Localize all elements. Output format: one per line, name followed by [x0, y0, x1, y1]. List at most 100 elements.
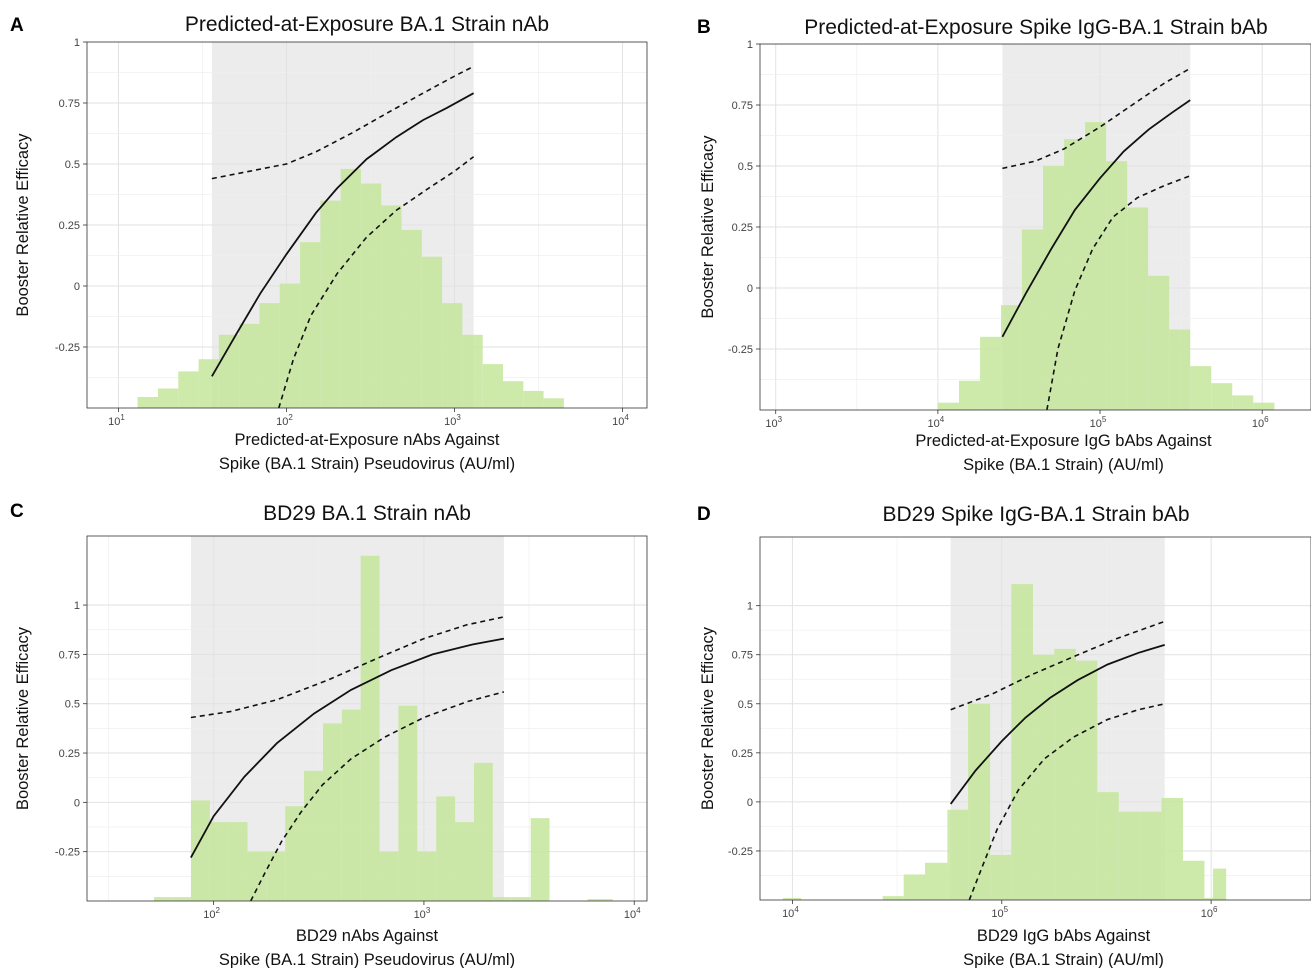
x-tick-label: 102: [203, 906, 220, 921]
histogram-bar: [937, 402, 960, 410]
plot-area: [87, 536, 647, 901]
histogram-bar: [209, 822, 229, 901]
y-tick-label: 0.5: [738, 699, 753, 711]
histogram-bar: [903, 874, 926, 900]
histogram-bar: [436, 796, 456, 901]
histogram-bar: [482, 364, 503, 408]
y-tick-label: 0.5: [65, 159, 80, 171]
y-tick-label: -0.25: [728, 846, 753, 858]
histogram-bar: [340, 168, 361, 408]
histogram-bar: [1106, 161, 1128, 410]
histogram-bar: [1097, 792, 1119, 900]
chart-panel-a: -0.25 0 0.25 0.5 0.75 1 101 102 103 104 A Predicted…: [10, 13, 648, 473]
x-axis-label: Spike (BA.1 Strain) Pseudovirus (AU/ml): [219, 951, 515, 968]
histogram-bar: [401, 229, 422, 408]
y-tick-label: 0.75: [732, 650, 753, 662]
histogram-bar: [523, 390, 544, 408]
y-tick-label: 0: [747, 283, 753, 295]
plot-border: [759, 536, 1311, 901]
lower-ci-line: [249, 691, 505, 901]
y-tick-label: 0.5: [738, 161, 753, 173]
x-tick-label: 106: [1252, 415, 1269, 430]
histogram-bar: [1021, 229, 1044, 410]
plot-area: [760, 537, 1311, 900]
histogram-bar: [1212, 868, 1227, 900]
chart-title: Predicted-at-Exposure Spike IgG-BA.1 Str…: [804, 16, 1267, 39]
y-tick-label: 0.5: [65, 699, 80, 711]
x-tick-label: 104: [928, 415, 945, 430]
histogram-bar: [462, 334, 483, 408]
histogram-bar: [1169, 329, 1191, 410]
panel-letter: D: [697, 504, 711, 525]
histogram-bar: [381, 205, 402, 408]
efficacy-curve: [211, 92, 475, 377]
histogram-bar: [247, 851, 267, 901]
histogram-bar: [1118, 811, 1141, 900]
y-tick-label: 0: [74, 797, 80, 809]
y-tick-label: 0.25: [59, 220, 80, 232]
histogram-bar: [137, 397, 159, 408]
lower-ci-line: [968, 703, 1165, 900]
histogram-bar: [1183, 860, 1205, 900]
histogram-bar: [300, 242, 321, 408]
histogram-bar: [1232, 395, 1254, 410]
histogram-bar: [473, 762, 493, 901]
y-tick-label: 0.25: [732, 222, 753, 234]
histogram-bar: [153, 897, 173, 901]
histogram-bar: [1043, 166, 1065, 410]
histogram-bar: [421, 256, 443, 408]
histogram-bar: [1127, 207, 1149, 410]
histogram-bar: [511, 897, 531, 901]
histogram-bar: [947, 809, 969, 900]
histogram-bar: [543, 398, 564, 408]
histogram-bar: [1253, 402, 1275, 410]
panel-letter: B: [697, 17, 711, 38]
efficacy-curve: [190, 637, 505, 859]
y-tick-label: 0: [747, 797, 753, 809]
x-axis-label: Predicted-at-Exposure IgG bAbs Against: [915, 432, 1212, 450]
upper-ci-line: [950, 620, 1165, 711]
histogram-bar: [1011, 584, 1034, 900]
histogram-bar: [782, 898, 802, 900]
x-tick-label: 102: [276, 413, 293, 428]
y-axis-label: Booster Relative Efficacy: [699, 626, 717, 810]
chart-title: BD29 Spike IgG-BA.1 Strain bAb: [883, 503, 1190, 526]
y-tick-label: 0.75: [59, 98, 80, 110]
histogram-bar: [320, 200, 341, 408]
x-axis-label: Spike (BA.1 Strain) (AU/ml): [963, 951, 1164, 968]
histogram-bar: [990, 854, 1012, 900]
x-tick-label: 103: [414, 906, 431, 921]
chart-title: Predicted-at-Exposure BA.1 Strain nAb: [185, 13, 549, 36]
x-tick-label: 103: [765, 415, 782, 430]
histogram-bar: [1211, 383, 1233, 410]
histogram-bar: [1190, 366, 1212, 410]
x-axis-label: Spike (BA.1 Strain) Pseudovirus (AU/ml): [219, 455, 515, 473]
upper-ci-line: [190, 616, 505, 719]
x-tick-label: 104: [782, 905, 799, 920]
x-tick-label: 105: [1090, 415, 1107, 430]
histogram-bar: [1140, 811, 1162, 900]
x-tick-label: 101: [108, 413, 125, 428]
chart-title: BD29 BA.1 Strain nAb: [263, 502, 471, 525]
histogram-bar: [442, 303, 463, 408]
efficacy-curve: [1001, 99, 1191, 338]
x-tick-label: 106: [1201, 905, 1218, 920]
histogram-bar: [178, 371, 199, 408]
lower-ci-line: [1046, 175, 1191, 410]
y-axis-label: Booster Relative Efficacy: [14, 626, 32, 810]
y-tick-label: -0.25: [55, 342, 80, 354]
y-tick-label: 0.25: [732, 748, 753, 760]
x-axis-label: Spike (BA.1 Strain) (AU/ml): [963, 456, 1164, 474]
y-tick-label: 1: [74, 37, 80, 49]
histogram-bar: [303, 770, 323, 901]
histogram-bar: [1033, 654, 1055, 900]
x-axis-label: BD29 IgG bAbs Against: [977, 927, 1151, 945]
chart-panel-d: -0.25 0 0.25 0.5 0.75 1 104 105 106 D BD29 Spike I…: [697, 503, 1311, 968]
histogram-bar: [172, 897, 191, 901]
histogram-bar: [158, 388, 179, 408]
histogram-bar: [198, 359, 219, 408]
histogram-bar: [1085, 122, 1107, 410]
histogram-bar: [322, 723, 342, 901]
histogram-bar: [587, 899, 613, 901]
